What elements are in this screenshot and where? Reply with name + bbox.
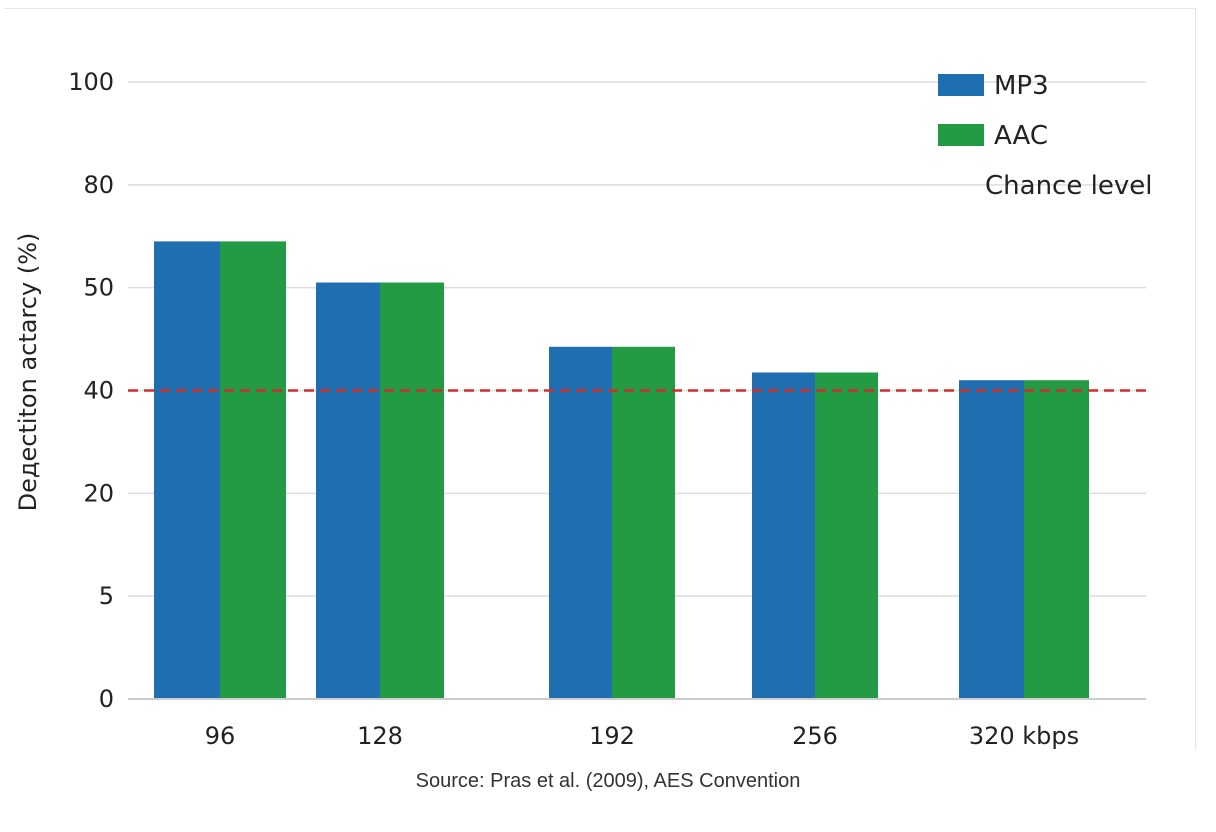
x-tick-label: 192: [589, 722, 635, 750]
legend-label-mp3: MP3: [994, 71, 1049, 101]
legend-label-chance-level: Chance level: [985, 171, 1152, 201]
bar-mp3-128: [316, 282, 380, 699]
x-tick-label: 128: [357, 722, 403, 750]
bar-mp3-320-kbps: [959, 380, 1024, 699]
x-tick-label: 96: [205, 722, 236, 750]
x-tick-label: 320 kbps: [969, 722, 1079, 750]
bar-aac-256: [815, 372, 878, 699]
bar-mp3-192: [549, 346, 612, 699]
y-tick-label: 100: [68, 68, 114, 96]
y-tick-label: 20: [83, 479, 114, 507]
bar-aac-320-kbps: [1024, 380, 1089, 699]
bar-aac-96: [220, 241, 286, 699]
legend-swatch-aac: [938, 124, 984, 146]
bar-chart: 0 5 20 40 50 80 100 96 128 192 256 320 kbps Deдect…: [14, 68, 1152, 750]
bar-aac-192: [612, 346, 675, 699]
y-tick-labels: 0 5 20 40 50 80 100: [68, 68, 114, 713]
legend-swatch-mp3: [938, 74, 984, 96]
y-tick-label: 50: [83, 274, 114, 302]
legend: MP3 AAC Chance level: [938, 71, 1152, 201]
x-tick-labels: 96 128 192 256 320 kbps: [205, 722, 1079, 750]
y-tick-label: 0: [99, 685, 114, 713]
bar-mp3-256: [752, 372, 815, 699]
bar-mp3-96: [154, 241, 220, 699]
legend-label-aac: AAC: [994, 121, 1048, 151]
y-tick-label: 5: [99, 582, 114, 610]
y-axis-title: Deдectiton actarcy (%): [14, 233, 42, 512]
y-tick-label: 80: [83, 171, 114, 199]
bar-aac-128: [380, 282, 444, 699]
x-tick-label: 256: [792, 722, 838, 750]
source-caption: Source: Pras et al. (2009), AES Conventi…: [415, 770, 801, 792]
chart-frame: [4, 8, 1196, 750]
y-tick-label: 40: [83, 377, 114, 405]
bars: [154, 241, 1089, 699]
